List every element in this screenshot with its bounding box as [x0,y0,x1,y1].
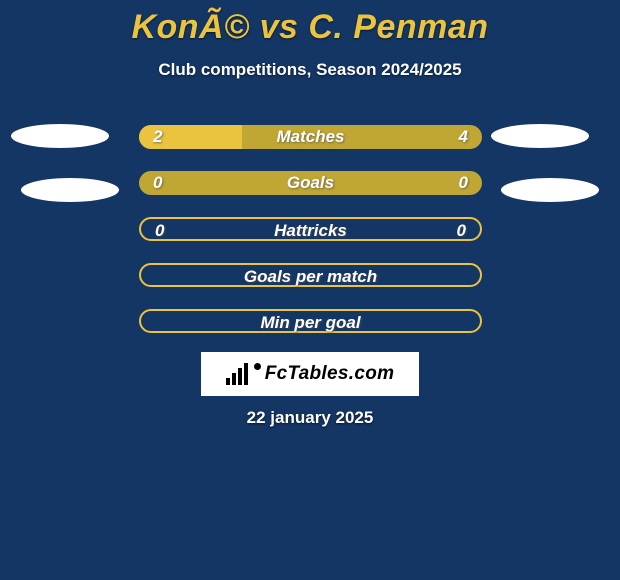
stat-value-left: 0 [155,219,164,243]
stat-value-right: 0 [457,219,466,243]
footer-logo-text: FcTables.com [265,363,395,385]
stat-row-1: Goals0 0 [139,171,482,195]
footer-logo-ball-icon [254,363,261,370]
stat-value-left: 2 [153,125,162,149]
footer-logo: FcTables.com [201,352,419,396]
stat-value-right: 0 [459,171,468,195]
avatar-left-row0 [11,124,109,148]
stat-label: Hattricks [141,219,480,243]
stat-label: Matches [139,125,482,149]
stat-row-2: Hattricks0 0 [139,217,482,241]
page-title: KonÃ© vs C. Penman [0,8,620,47]
stat-value-left: 0 [153,171,162,195]
date: 22 january 2025 [0,408,620,428]
stat-label: Min per goal [141,311,480,335]
stat-label: Goals [139,171,482,195]
stat-value-right: 4 [459,125,468,149]
stat-row-0: Matches2 4 [139,125,482,149]
footer-logo-icon [226,363,248,385]
avatar-left-row1 [21,178,119,202]
stat-label: Goals per match [141,265,480,289]
avatar-right-row1 [501,178,599,202]
avatar-right-row0 [491,124,589,148]
stat-row-3: Goals per match [139,263,482,287]
subtitle: Club competitions, Season 2024/2025 [0,60,620,80]
comparison-infographic: KonÃ© vs C. Penman Club competitions, Se… [0,0,620,580]
stat-row-4: Min per goal [139,309,482,333]
